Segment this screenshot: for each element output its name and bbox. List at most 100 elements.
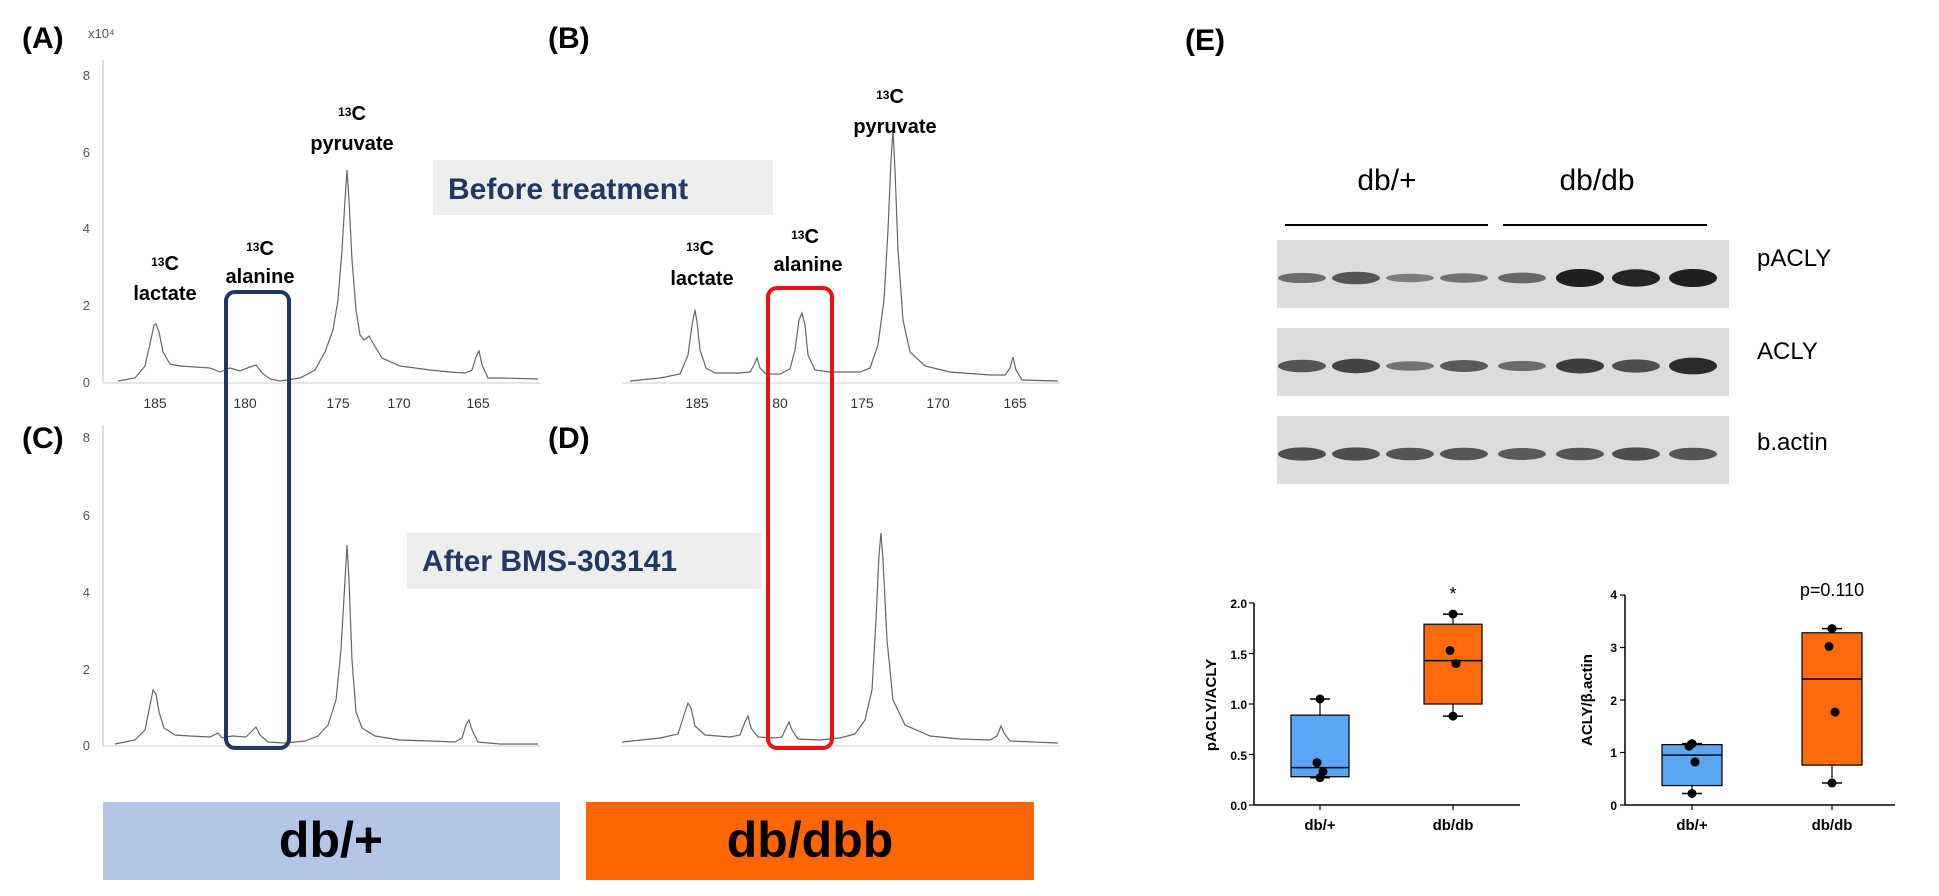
condition-banner-after [407, 533, 761, 589]
spectrum-panel-c: 8 6 4 2 0 [83, 425, 540, 753]
blot-band [1278, 272, 1326, 284]
blot-band [1612, 447, 1660, 461]
y-tick-label: 8 [83, 430, 90, 445]
y-tick-label: 0.5 [1230, 749, 1247, 763]
x-tick-labels: 185 180 175 170 165 [143, 395, 490, 411]
group-bar-right-label: db/dbb [727, 812, 894, 868]
box [1801, 632, 1863, 766]
y-tick-label: 1.5 [1230, 648, 1247, 662]
y-tick-label: 4 [83, 585, 90, 600]
data-point [1445, 645, 1455, 655]
x-tick-label: 170 [926, 395, 950, 411]
data-point [1830, 707, 1840, 717]
panel-label-a: (A) [22, 22, 64, 55]
x-tick-label: db/db [1812, 817, 1853, 834]
peak-name: pyruvate [853, 116, 936, 138]
spectrum-trace [114, 544, 538, 745]
isotope-element: C [804, 226, 818, 248]
x-tick-label: 185 [143, 395, 167, 411]
x-tick-label: 165 [466, 395, 490, 411]
blot-row-label: b.actin [1757, 429, 1828, 456]
y-tick-label: 2 [83, 298, 90, 313]
isotope-element: C [164, 253, 178, 275]
blot-band [1669, 269, 1717, 287]
y-tick-label: 6 [83, 145, 90, 160]
blot-band [1386, 447, 1434, 461]
blot-band [1386, 361, 1434, 371]
peak-name: lactate [670, 268, 733, 290]
y-tick-label: 4 [83, 221, 90, 236]
peak-label-alanine: 13C alanine [774, 226, 843, 276]
y-tick-label: 1.0 [1230, 698, 1247, 712]
isotope-superscript: 13 [338, 105, 352, 119]
isotope-element: C [259, 238, 273, 260]
data-point [1824, 641, 1834, 651]
y-tick-label: 2 [1610, 694, 1617, 708]
y-tick-label: 0 [83, 375, 90, 390]
blot-row-label: pACLY [1757, 245, 1831, 272]
blot-band [1440, 360, 1488, 372]
svg-text:13C: 13C [686, 238, 714, 260]
blot-band [1332, 358, 1380, 374]
isotope-element: C [699, 238, 713, 260]
y-tick-label: 3 [1610, 641, 1617, 655]
alanine-highlight-box-right [766, 286, 834, 750]
peak-name: alanine [226, 266, 295, 288]
isotope-superscript: 13 [151, 255, 165, 269]
data-point [1315, 694, 1325, 704]
blot-band [1669, 357, 1717, 375]
peak-name: alanine [774, 254, 843, 276]
western-blot: db/+ db/db pACLY ACLY b.actin [1277, 164, 1831, 484]
y-tick-label: 2 [83, 662, 90, 677]
blot-band [1440, 273, 1488, 283]
condition-banner-before [433, 160, 773, 215]
x-tick-label: 165 [1003, 395, 1027, 411]
y-tick-label: 2.0 [1230, 597, 1247, 611]
panel-label-b: (B) [548, 22, 590, 55]
y-tick-label: 0 [83, 738, 90, 753]
data-point [1312, 758, 1322, 768]
blot-band [1498, 360, 1546, 372]
y-tick-labels: 0.0 0.5 1.0 1.5 2.0 [1230, 597, 1247, 813]
blot-band [1498, 272, 1546, 284]
y-tick-label: 4 [1610, 588, 1617, 602]
data-point [1448, 609, 1458, 619]
blot-band [1278, 447, 1326, 461]
isotope-superscript: 13 [876, 88, 890, 102]
blot-band [1556, 447, 1604, 461]
isotope-superscript: 13 [686, 240, 700, 254]
x-tick-label: db/+ [1676, 817, 1707, 834]
condition-banner-before-text: Before treatment [448, 173, 688, 206]
peak-label-pyruvate: 13C pyruvate [310, 103, 393, 155]
data-point [1684, 741, 1694, 751]
y-tick-label: 0 [1610, 799, 1617, 813]
y-tick-label: 8 [83, 68, 90, 83]
y-tick-label: 6 [83, 508, 90, 523]
box [1290, 714, 1350, 778]
x-tick-label: 175 [326, 395, 350, 411]
condition-banner-after-text: After BMS-303141 [422, 545, 677, 578]
blot-band [1556, 358, 1604, 374]
data-point [1687, 788, 1697, 798]
blot-band [1386, 273, 1434, 283]
blot-band [1498, 448, 1546, 460]
isotope-element: C [351, 103, 365, 125]
y-axis-label: pACLY/ACLY [1203, 659, 1220, 751]
blot-band [1669, 447, 1717, 461]
spectrum-panel-a: 8 6 4 2 0 185 180 175 170 165 13C lactat… [83, 60, 540, 411]
blot-group-label-left: db/+ [1357, 164, 1416, 197]
peak-label-lactate: 13C lactate [133, 253, 196, 305]
peak-name: pyruvate [310, 133, 393, 155]
panel-label-e: (E) [1185, 24, 1225, 57]
x-tick-label: 175 [850, 395, 874, 411]
peak-name: lactate [133, 283, 196, 305]
blot-band [1332, 271, 1380, 285]
spectrum-trace [621, 532, 1059, 744]
svg-text:13C: 13C [876, 86, 904, 108]
x-tick-label: db/db [1433, 817, 1474, 834]
blot-row-label: ACLY [1757, 338, 1818, 365]
panel-label-c: (C) [22, 422, 64, 455]
group-bar-left [103, 802, 560, 880]
y-tick-labels: 8 6 4 2 0 [83, 68, 90, 390]
spectrum-trace [629, 129, 1059, 382]
